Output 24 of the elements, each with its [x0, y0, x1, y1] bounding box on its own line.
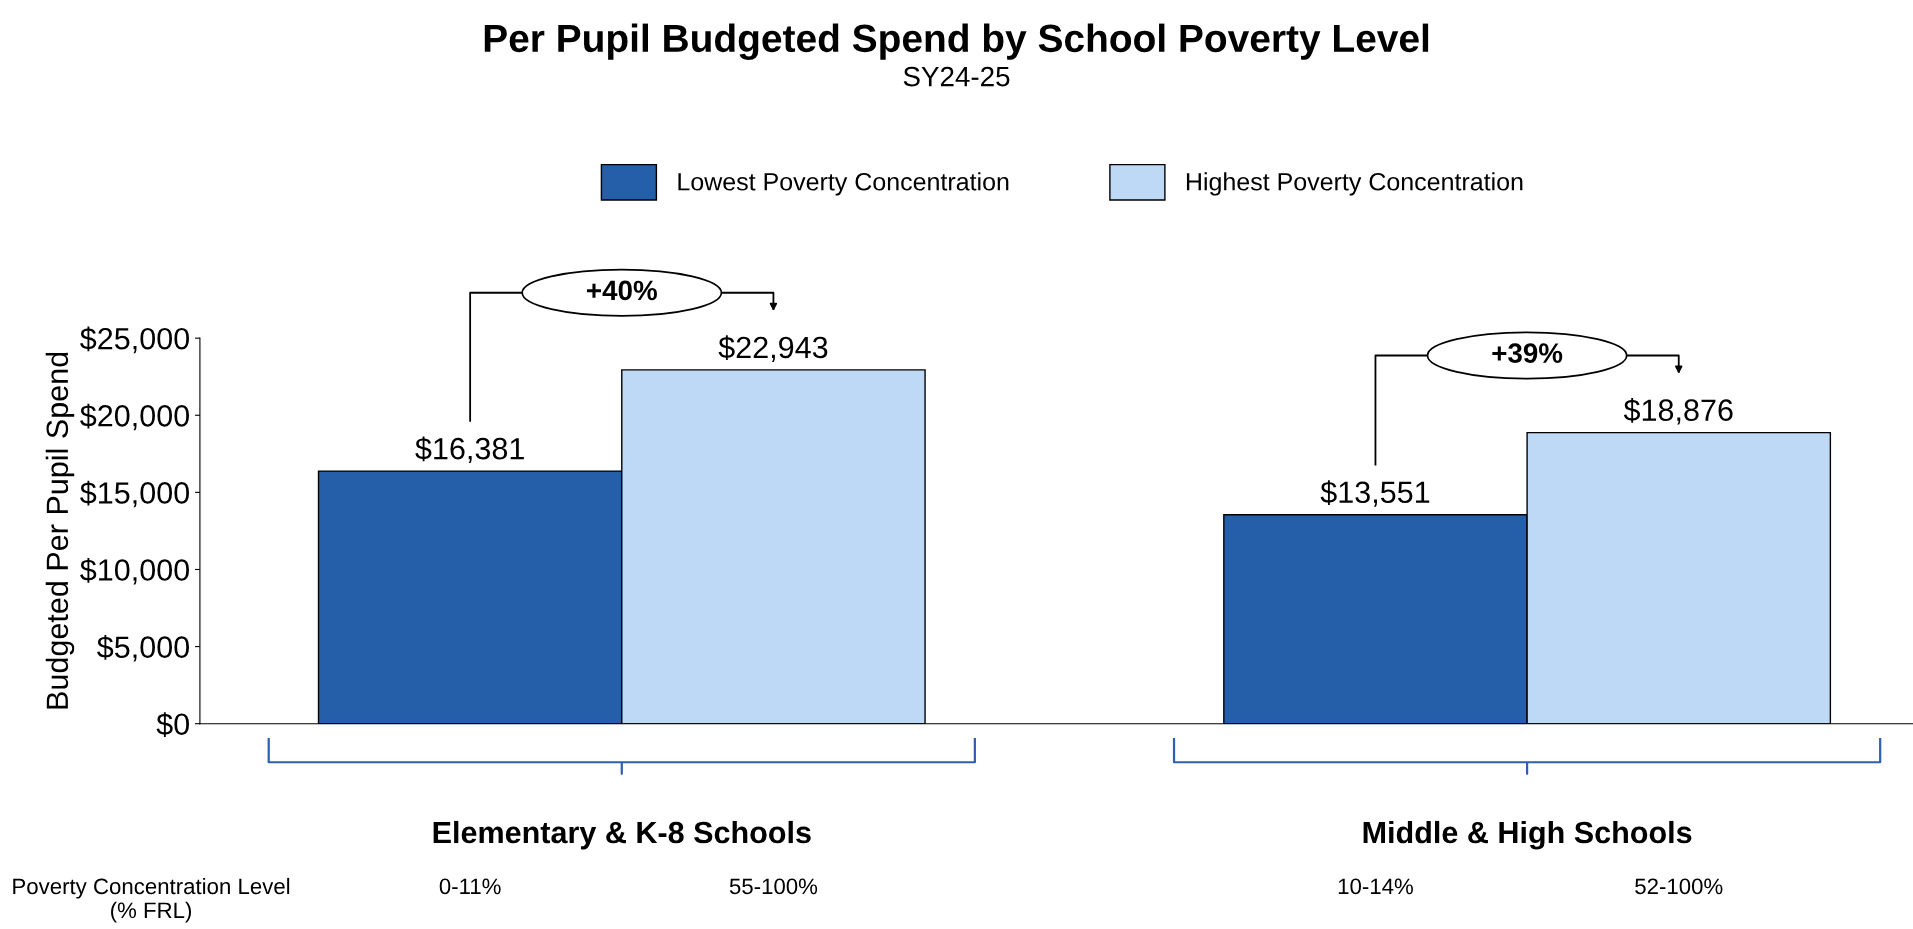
x-tick-label: Middle & High Schools: [1363, 820, 1692, 850]
chart-subtitle: SY24-25: [903, 66, 1010, 87]
text: 55-100%: [729, 878, 818, 895]
x-tick-label: Elementary & K-8 Schools: [433, 820, 811, 850]
legend-label: Lowest Poverty Concentration: [678, 172, 1009, 196]
y-tick-label: $20,000: [80, 403, 189, 431]
legend-label: Highest Poverty Concentration: [1186, 172, 1523, 196]
y-tick-label: $10,000: [80, 557, 189, 585]
data-label: $13,551: [1320, 480, 1430, 507]
text: 0-11%: [439, 878, 501, 895]
text: Poverty Concentration Level (% FRL): [13, 877, 290, 923]
annotation: +39%: [1492, 343, 1563, 363]
text: 52-100%: [1635, 878, 1723, 895]
y-axis-title: Budgeted Per Pupil Spend: [45, 352, 75, 709]
y-tick-label: $5,000: [97, 635, 189, 662]
y-tick-label: $15,000: [80, 480, 189, 508]
data-label: $22,943: [718, 335, 828, 362]
text: 10-14%: [1338, 878, 1413, 895]
y-tick-label: $0: [156, 712, 189, 737]
data-label: $18,876: [1623, 398, 1733, 425]
text: +40%: [587, 280, 657, 301]
data-label: $16,381: [415, 436, 524, 464]
chart-title: Per Pupil Budgeted Spend by School Poverty Level: [484, 23, 1429, 61]
y-tick-label: $25,000: [80, 326, 189, 354]
